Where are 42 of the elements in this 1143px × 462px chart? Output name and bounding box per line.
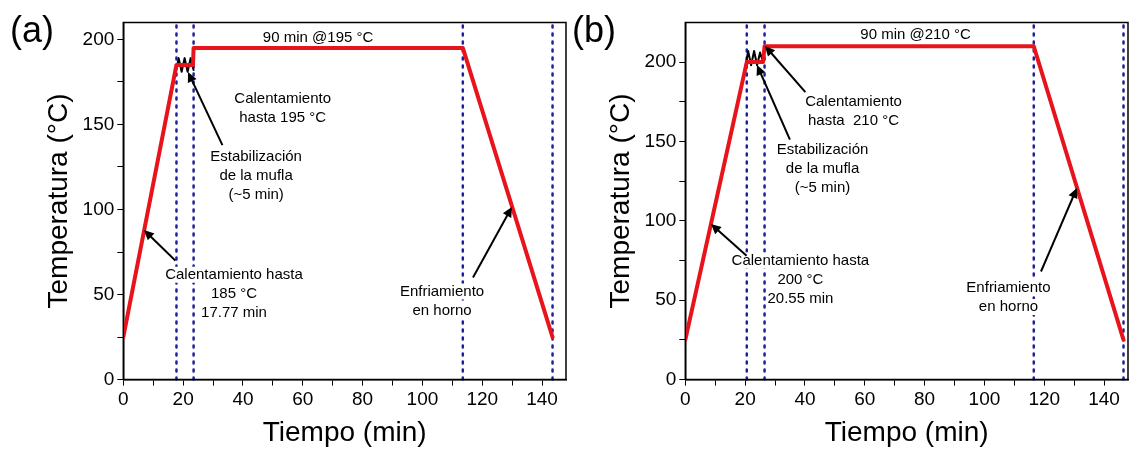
annotation: Enfriamiento en horno [966,278,1051,315]
x-tick-label: 80 [352,388,374,410]
x-tick-label: 0 [118,388,129,410]
x-tick-label: 40 [232,388,254,410]
x-tick-label: 60 [854,388,876,410]
annotation: Enfriamiento en horno [399,281,485,318]
y-axis-title: Temperatura (°C) [603,93,635,309]
annotation: 90 min @195 °C [262,27,374,45]
x-tick-label: 20 [172,388,194,410]
x-axis-title: Tiempo (min) [262,415,427,447]
y-tick-label: 50 [655,288,677,310]
annotation: Calentamiento hasta 210 °C [805,92,902,129]
x-tick-label: 140 [526,388,558,410]
annotation: Estabilización de la mufla (~5 min) [776,139,869,195]
y-tick-label: 150 [644,129,677,151]
annotation: Calentamiento hasta 200 °C 20.55 min [731,250,870,306]
y-tick-label: 200 [644,50,677,72]
x-tick-label: 100 [406,388,439,410]
y-tick-label: 150 [82,112,115,134]
x-tick-label: 40 [794,388,816,410]
annotation: Calentamiento hasta 185 °C 17.77 min [165,265,304,321]
y-tick-label: 100 [82,197,115,219]
annotation: 90 min @210 °C [860,25,971,43]
x-tick-label: 120 [1028,388,1061,410]
x-tick-label: 20 [734,388,756,410]
chart-title: (b) [572,8,616,50]
y-tick-label: 100 [644,209,677,231]
x-tick-label: 100 [968,388,1001,410]
y-tick-label: 50 [93,282,115,304]
y-tick-label: 0 [103,367,115,389]
x-tick-label: 0 [680,388,691,410]
annotation: Estabilización de la mufla (~5 min) [210,147,302,203]
x-tick-label: 80 [914,388,936,410]
y-tick-label: 0 [665,367,677,389]
y-axis-title: Temperatura (°C) [41,93,73,309]
x-tick-label: 140 [1088,388,1120,410]
annotation: Calentamiento hasta 195 °C [234,88,332,125]
x-axis-title: Tiempo (min) [824,415,989,447]
y-tick-label: 200 [82,27,115,49]
x-tick-label: 120 [466,388,499,410]
chart-title: (a) [10,8,54,50]
x-tick-label: 60 [292,388,314,410]
